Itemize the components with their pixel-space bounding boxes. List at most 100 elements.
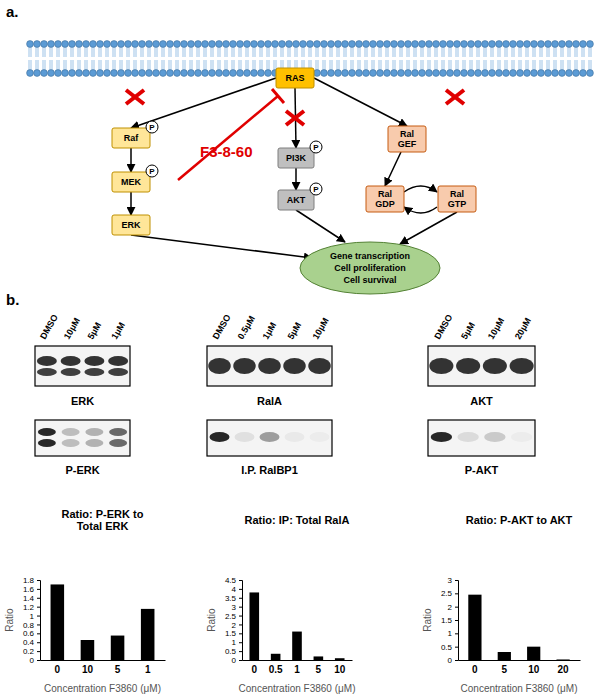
lipid-tail (507, 47, 508, 57)
tick-label: 5 (115, 664, 121, 675)
lipid-tail (323, 60, 324, 70)
lipid-tail (360, 47, 361, 57)
tick-mark (455, 620, 458, 621)
tick-mark (239, 624, 242, 625)
lipid-tail (528, 60, 529, 70)
lipid-tail (106, 47, 107, 57)
tick-label: 1 (232, 638, 237, 647)
lipid-tail (498, 60, 499, 70)
node-label: ERK (121, 220, 141, 230)
lipid-head (174, 70, 181, 77)
node-box (438, 186, 476, 212)
lipid-tail (549, 47, 550, 57)
lipid-tail (197, 47, 198, 57)
blot-band (85, 428, 103, 436)
y-axis: 00.511.522.533.544.5 (225, 576, 243, 665)
y-tick: 1 (448, 629, 458, 638)
lipid-tail (260, 60, 261, 70)
lipid-head (69, 41, 76, 48)
y-tick: 0 (30, 656, 40, 665)
lipid-tail (255, 60, 256, 70)
tick-label: 0 (30, 656, 35, 665)
blot-band (308, 358, 331, 374)
y-axis-title: Ratio (4, 608, 15, 632)
lipid-tail (204, 47, 205, 57)
lipid-tail (381, 60, 382, 70)
lipid-tail (295, 47, 296, 57)
node-box (388, 126, 426, 152)
lipid-tail (402, 60, 403, 70)
blot-band (108, 368, 128, 376)
lipid-tail (183, 60, 184, 70)
tick-label: 1.8 (23, 576, 35, 585)
node-label: RalGTP (448, 189, 467, 209)
tick-label: 0.2 (23, 647, 35, 656)
outcome-text: Cell proliferation (334, 263, 406, 273)
lipid-tail (269, 47, 270, 57)
lipid-head (97, 41, 104, 48)
lipid-head (48, 70, 55, 77)
y-tick: 1.8 (23, 576, 40, 585)
lipid-head (412, 41, 419, 48)
lipid-head (139, 70, 146, 77)
lipid-tail (325, 60, 326, 70)
lipid-head (356, 41, 363, 48)
tick-mark (455, 633, 458, 634)
bar (468, 595, 481, 660)
lipid-tail (59, 47, 60, 57)
lipid-tail (416, 60, 417, 70)
lipid-tail (199, 60, 200, 70)
y-tick: 2 (448, 603, 458, 612)
lipid-tail (80, 47, 81, 57)
lipid-tail (479, 47, 480, 57)
blot-band (233, 358, 256, 374)
lipid-head (489, 70, 496, 77)
lipid-tail (220, 47, 221, 57)
lipid-tail (122, 47, 123, 57)
lipid-tail (505, 47, 506, 57)
lipid-tail (225, 60, 226, 70)
lipid-tail (456, 60, 457, 70)
lipid-head (503, 70, 510, 77)
lipid-tail (386, 60, 387, 70)
y-tick: 3 (448, 576, 458, 585)
lipid-head (132, 70, 139, 77)
lipid-head (125, 41, 132, 48)
blot-label: P-ERK (65, 464, 99, 476)
tick-mark (239, 660, 242, 661)
bar (498, 652, 511, 660)
tick-label: 2 (232, 621, 237, 630)
lipid-tail (542, 60, 543, 70)
lipid-tail (367, 60, 368, 70)
lipid-tail (253, 60, 254, 70)
lane-label: 10μM (311, 316, 331, 341)
block-x (126, 90, 144, 104)
lipid-head (321, 70, 328, 77)
lipid-tail (395, 47, 396, 57)
lipid-head (398, 70, 405, 77)
lipid-tail (316, 47, 317, 57)
lipid-tail (372, 47, 373, 57)
lipid-head (132, 41, 139, 48)
tick-label: 0.5 (225, 647, 237, 656)
lipid-head (83, 41, 90, 48)
lane-label: DMSO (38, 313, 60, 341)
blot-label: ERK (71, 395, 94, 407)
outcome-ellipse (300, 242, 440, 294)
lipid-head (167, 41, 174, 48)
arrow (131, 78, 276, 128)
tick-label: 0.5 (269, 664, 283, 675)
tick-label: 0 (252, 664, 258, 675)
lipid-tail (407, 47, 408, 57)
tick-label: 1 (145, 664, 151, 675)
lipid-tail (225, 47, 226, 57)
lipid-tail (491, 47, 492, 57)
tick-label: 1 (448, 629, 453, 638)
lipid-tail (267, 60, 268, 70)
lipid-tail (171, 60, 172, 70)
tick-mark (239, 642, 242, 643)
blot-band (61, 368, 81, 376)
lipid-tail (45, 60, 46, 70)
lipid-head (328, 41, 335, 48)
x-axis-title: Concentration F3860 (μM) (461, 683, 578, 694)
